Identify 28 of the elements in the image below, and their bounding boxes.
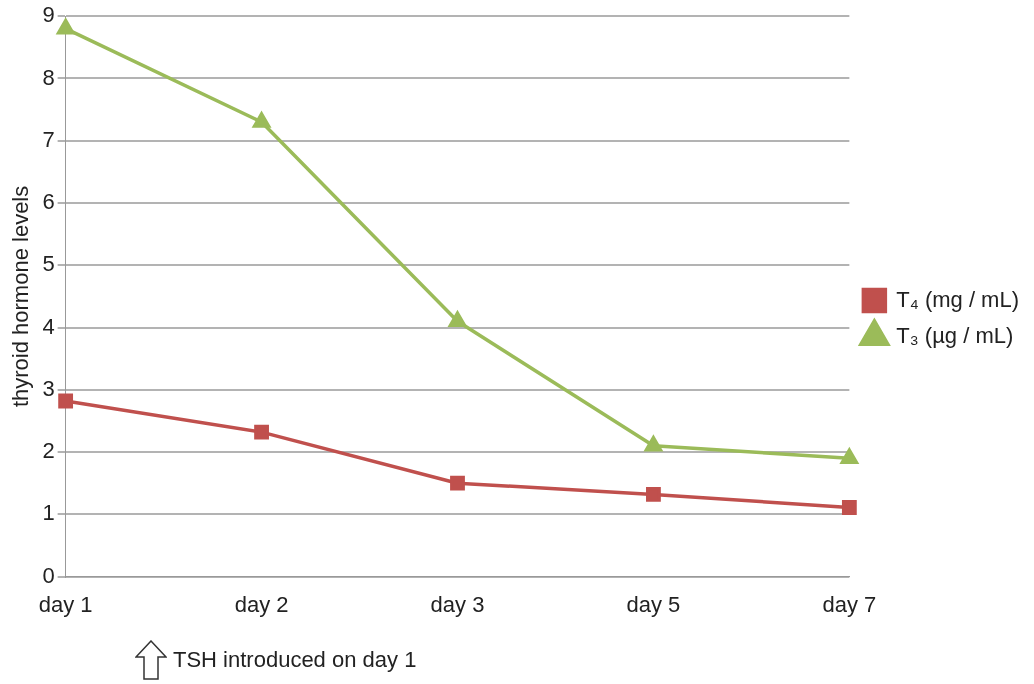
point <box>254 424 269 440</box>
y-tick-label: 6 <box>42 189 55 215</box>
x-tick-label: day 1 <box>38 591 93 617</box>
y-axis-title: thyroid hormone levels <box>8 185 34 408</box>
x-tick-label: day 5 <box>626 591 681 617</box>
y-tick-label: 4 <box>42 313 55 339</box>
y-tick-label: 1 <box>42 500 55 526</box>
x-tick-label: day 2 <box>234 591 289 617</box>
x-tick-label: day 3 <box>430 591 485 617</box>
y-tick-label: 3 <box>42 375 55 401</box>
legend-label: T₄ (mg / mL) <box>896 286 1020 312</box>
point <box>56 18 75 35</box>
point <box>841 500 857 515</box>
point <box>447 309 467 328</box>
point <box>644 436 663 452</box>
y-tick-label: 2 <box>42 438 55 464</box>
point <box>252 112 271 128</box>
y-tick-label: 5 <box>42 251 55 277</box>
y-tick-label: 0 <box>42 562 55 588</box>
y-tick-label: 8 <box>42 64 55 90</box>
point <box>58 393 74 409</box>
y-tick-label: 7 <box>42 126 55 152</box>
point <box>646 487 661 502</box>
legend-label: T₃ (µg / mL) <box>896 322 1014 348</box>
y-tick-label: 9 <box>42 2 55 28</box>
text: TSH introduced on day 1 <box>173 647 417 673</box>
point <box>450 475 465 491</box>
x-tick-label: day 7 <box>822 591 877 617</box>
